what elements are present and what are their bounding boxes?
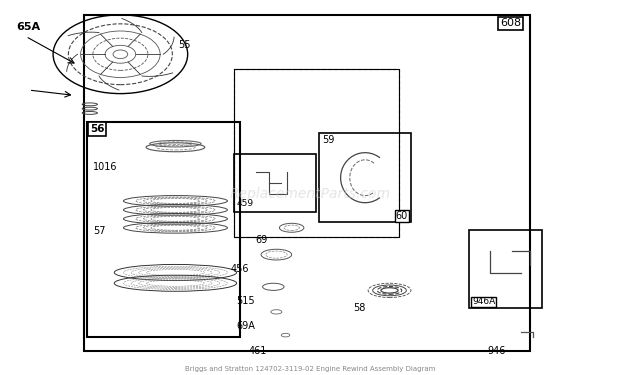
Text: 461: 461	[249, 346, 267, 356]
Text: 57: 57	[93, 226, 105, 236]
Text: 69: 69	[255, 235, 267, 245]
Text: Briggs and Stratton 124702-3119-02 Engine Rewind Assembly Diagram: Briggs and Stratton 124702-3119-02 Engin…	[185, 366, 435, 372]
Bar	[319, 133, 411, 222]
Text: 515: 515	[237, 296, 255, 306]
Text: 946: 946	[487, 346, 506, 356]
Text: 56: 56	[90, 124, 104, 134]
Bar	[469, 230, 542, 308]
Text: ReplacementParts.com: ReplacementParts.com	[229, 187, 391, 201]
Text: 456: 456	[231, 264, 249, 273]
Bar	[234, 154, 316, 212]
Text: 1016: 1016	[93, 162, 117, 172]
Text: 608: 608	[500, 18, 521, 28]
Bar	[87, 122, 240, 337]
Text: 55: 55	[179, 40, 191, 50]
Text: 69A: 69A	[237, 321, 255, 331]
Text: 946A: 946A	[472, 297, 495, 306]
Text: 58: 58	[353, 303, 365, 313]
Bar	[234, 69, 399, 237]
Text: 60: 60	[396, 211, 408, 220]
Text: 59: 59	[322, 135, 335, 145]
Text: 459: 459	[237, 199, 254, 208]
Text: 65A: 65A	[16, 22, 40, 32]
Bar	[84, 15, 530, 351]
Bar	[234, 69, 399, 237]
